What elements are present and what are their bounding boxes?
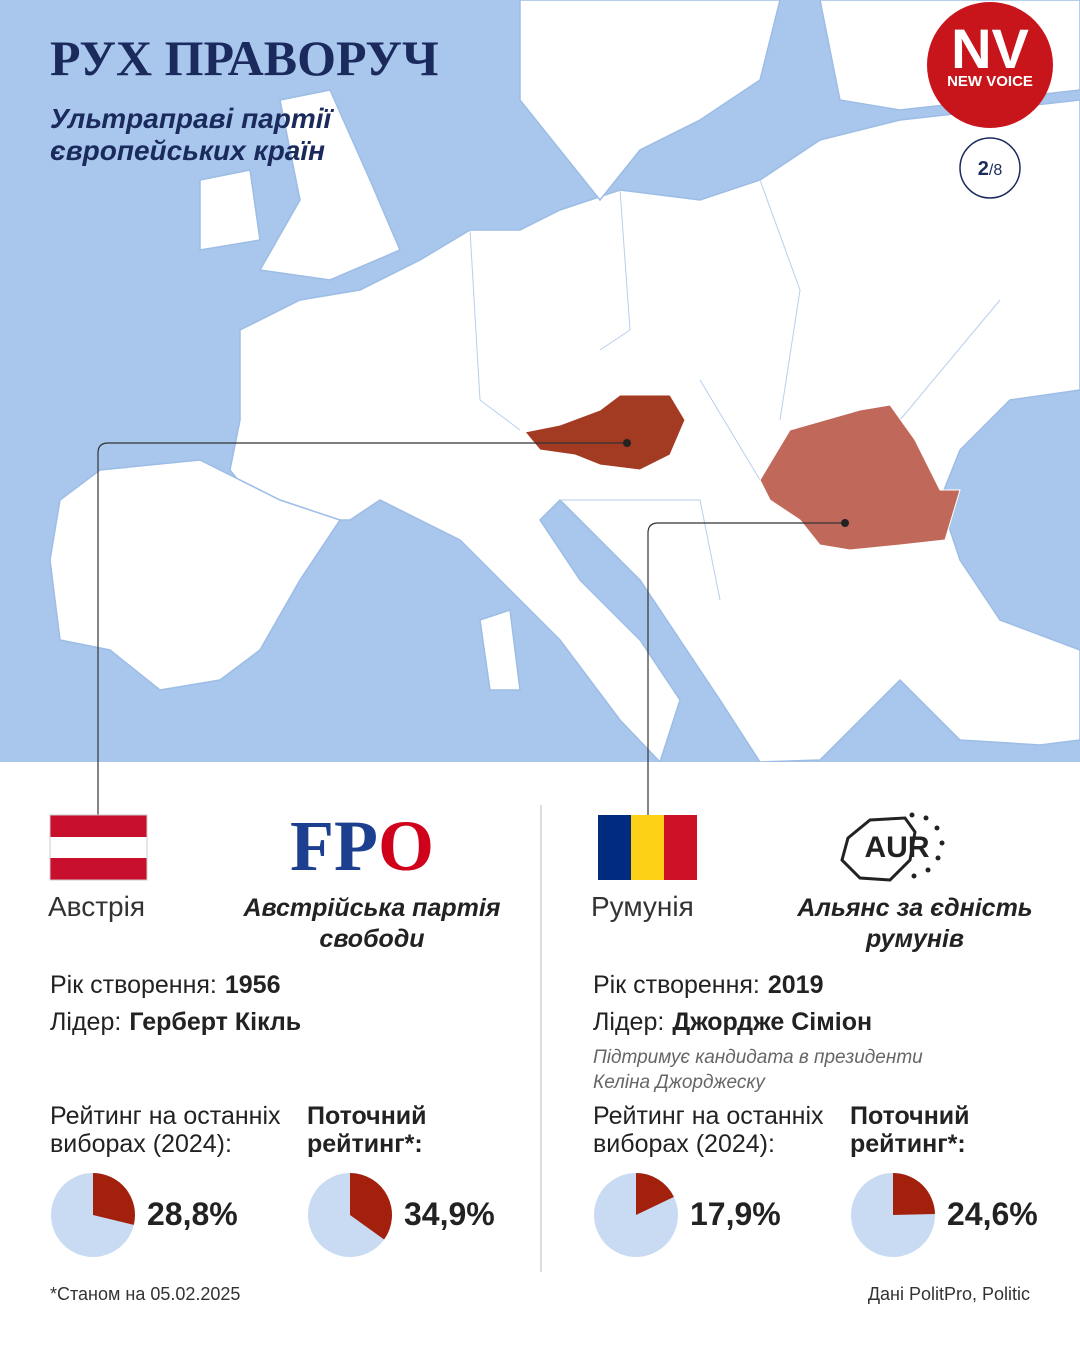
leader: Лідер: Герберт Кікль xyxy=(50,1008,301,1036)
leader-line xyxy=(647,522,845,815)
party-name: Австрійська партія xyxy=(242,894,500,922)
logo-text: NV xyxy=(951,17,1029,80)
pie-slice xyxy=(93,1173,135,1225)
subtitle: Ультраправі партії xyxy=(50,103,335,134)
election-label: виборах (2024): xyxy=(593,1130,775,1158)
election-label: Рейтинг на останніх xyxy=(593,1102,824,1130)
page-total: /8 xyxy=(989,162,1002,179)
founded-label: Рік створення: xyxy=(593,971,760,999)
source: Дані PolitPro, Politic xyxy=(868,1284,1030,1304)
founded: Рік створення: 1956 xyxy=(50,971,281,999)
page-current: 2 xyxy=(978,158,989,180)
founded-value: 1956 xyxy=(225,971,281,999)
marker xyxy=(841,519,849,527)
panels: Австрія Австрійська партія свободи Рік ство… xyxy=(48,891,1038,1257)
flag-border xyxy=(49,814,148,881)
pie-slice xyxy=(893,1173,935,1215)
flag-stripe xyxy=(50,837,147,858)
party-logo: AUR xyxy=(865,831,930,864)
leader-label: Лідер: xyxy=(593,1008,664,1036)
flag-romania xyxy=(598,815,631,880)
pie-slice xyxy=(350,1173,392,1240)
pie-value-label: 34,9% xyxy=(404,1196,495,1232)
leader-value: Джордже Сіміон xyxy=(672,1008,872,1036)
current-label: рейтинг*: xyxy=(850,1130,966,1158)
page-indicator: 2/8 xyxy=(978,158,1003,180)
leader-label: Лідер: xyxy=(50,1008,121,1036)
leader: Лідер: Джордже Сіміон xyxy=(593,1008,872,1036)
flag-stripe xyxy=(664,815,697,880)
election-label: Рейтинг на останніх xyxy=(50,1102,281,1130)
pie-value-label: 17,9% xyxy=(690,1196,781,1232)
party-logo: FPO xyxy=(290,806,434,886)
austria-shape xyxy=(524,394,686,471)
country-name: Австрія xyxy=(48,891,145,922)
title: РУХ ПРАВОРУЧ xyxy=(50,30,439,86)
note: Келіна Джорджеску xyxy=(593,1072,766,1093)
flag-stripe xyxy=(631,815,664,880)
romania-shape xyxy=(759,404,961,551)
founded: Рік створення: 2019 xyxy=(593,971,824,999)
aur-stars xyxy=(909,812,945,879)
leader-value: Герберт Кікль xyxy=(129,1008,301,1036)
founded-value: 2019 xyxy=(768,971,824,999)
logo-subtext: NEW VOICE xyxy=(947,73,1033,90)
pie-value-label: 24,6% xyxy=(947,1196,1038,1232)
current-label: Поточний xyxy=(850,1102,970,1130)
borders xyxy=(469,179,1001,601)
footnote: *Станом на 05.02.2025 xyxy=(50,1284,240,1304)
country-name: Румунія xyxy=(591,891,694,922)
election-label: виборах (2024): xyxy=(50,1130,232,1158)
logo-badge xyxy=(927,2,1053,128)
party-name: свободи xyxy=(319,925,424,953)
page-badge xyxy=(959,137,1021,199)
logo-accent: O xyxy=(378,806,434,886)
current-label: Поточний xyxy=(307,1102,427,1130)
party-name: Альянс за єдність xyxy=(796,894,1032,922)
leader-line xyxy=(97,442,627,815)
pie-value-label: 28,8% xyxy=(147,1196,238,1232)
note: Підтримує кандидата в президенти xyxy=(593,1047,923,1068)
marker xyxy=(623,439,631,447)
subtitle: європейських країн xyxy=(50,135,325,166)
current-label: рейтинг*: xyxy=(307,1130,423,1158)
aur-outline xyxy=(840,816,917,882)
founded-label: Рік створення: xyxy=(50,971,217,999)
pie-slice xyxy=(636,1173,674,1215)
party-name: румунів xyxy=(865,925,964,953)
logo-main: FP xyxy=(290,806,378,886)
